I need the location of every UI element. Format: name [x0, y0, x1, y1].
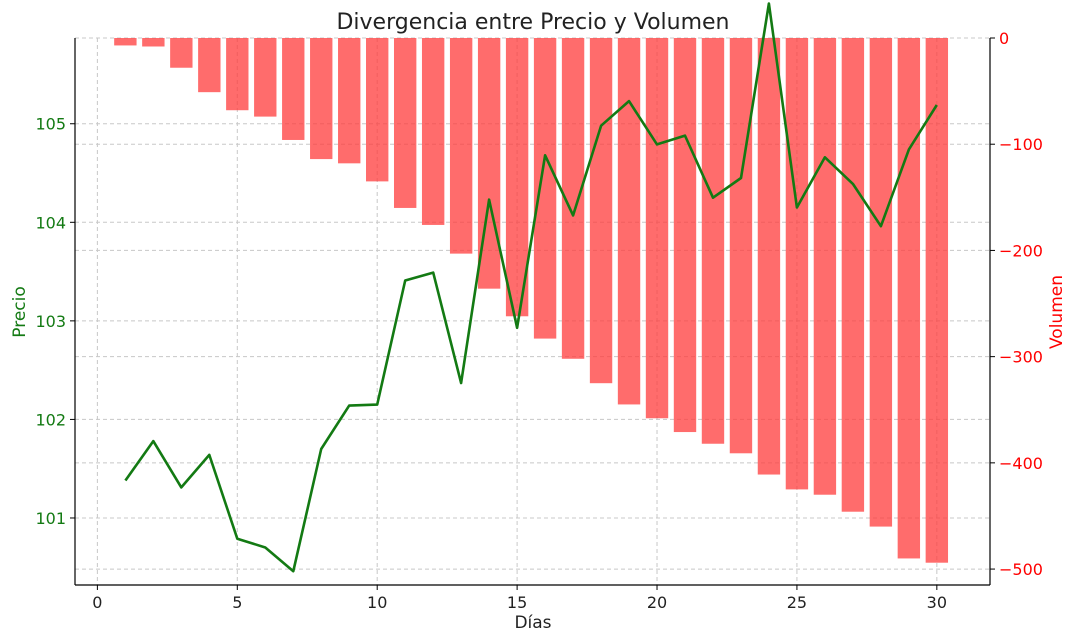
chart-title: Divergencia entre Precio y Volumen — [336, 10, 729, 35]
price-tick-label: 101 — [35, 509, 66, 528]
y-axis-right-label: Volumen — [1047, 275, 1067, 349]
volume-bar — [813, 38, 837, 495]
x-tick-label: 30 — [927, 593, 947, 612]
price-tick-label: 105 — [35, 115, 66, 134]
price-tick-label: 104 — [35, 213, 66, 232]
x-axis-label: Días — [514, 613, 551, 633]
volume-bar — [198, 38, 221, 93]
volume-bar — [310, 38, 333, 160]
volume-bar — [673, 38, 697, 433]
volume-tick-label: −200 — [999, 241, 1043, 260]
volume-bar — [785, 38, 809, 490]
y-axis-left-label: Precio — [10, 286, 30, 338]
volume-bar — [421, 38, 445, 225]
price-tick-label: 102 — [35, 410, 66, 429]
volume-bar — [925, 38, 949, 563]
volume-bar — [757, 38, 781, 475]
volume-bar — [505, 38, 529, 317]
volume-bar — [729, 38, 753, 454]
volume-bar — [897, 38, 921, 559]
price-tick-label: 103 — [35, 312, 66, 331]
volume-bar — [701, 38, 725, 444]
volume-bar — [449, 38, 473, 254]
volume-bar — [114, 38, 137, 46]
volume-bar — [841, 38, 865, 512]
volume-bar — [366, 38, 389, 182]
volume-bar — [282, 38, 305, 140]
volume-bar — [589, 38, 613, 384]
volume-bar — [393, 38, 417, 208]
volume-tick-label: 0 — [999, 29, 1009, 48]
volume-tick-label: −400 — [999, 454, 1043, 473]
volume-bar — [533, 38, 557, 339]
volume-bar — [617, 38, 641, 405]
x-tick-label: 15 — [507, 593, 527, 612]
volume-tick-label: −300 — [999, 348, 1043, 367]
volume-bar — [142, 38, 165, 47]
x-tick-label: 10 — [367, 593, 387, 612]
volume-bar — [226, 38, 249, 111]
volume-bar — [254, 38, 277, 117]
volume-bar — [170, 38, 193, 68]
volume-bar — [869, 38, 893, 527]
x-tick-label: 20 — [647, 593, 667, 612]
volume-bar — [338, 38, 361, 164]
volume-bar — [645, 38, 669, 419]
tick-labels: 0 5 10 15 20 25 30 101 102 103 104 105 0 −100 −200 −300… — [35, 29, 1043, 612]
volume-bars — [114, 38, 949, 563]
x-tick-label: 5 — [232, 593, 242, 612]
price-line — [124, 2, 938, 573]
x-tick-label: 0 — [92, 593, 102, 612]
price-line-group — [124, 2, 938, 573]
volume-tick-label: −500 — [999, 560, 1043, 579]
axes — [70, 37, 995, 590]
x-tick-label: 25 — [787, 593, 807, 612]
volume-bar — [561, 38, 585, 359]
volume-tick-label: −100 — [999, 135, 1043, 154]
